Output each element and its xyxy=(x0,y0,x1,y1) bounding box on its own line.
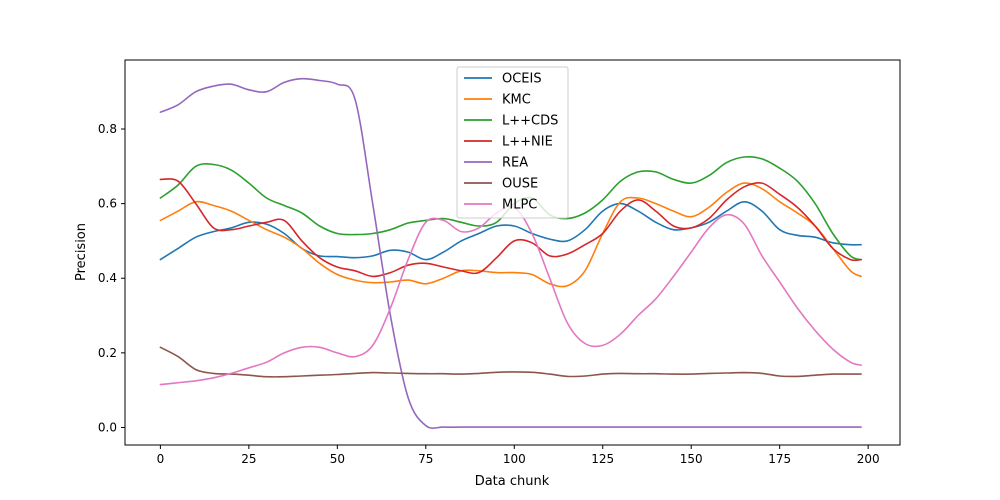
x-tick-label: 0 xyxy=(157,452,165,466)
x-tick-label: 100 xyxy=(503,452,526,466)
plot-frame xyxy=(124,59,901,446)
legend-label: L++CDS xyxy=(502,114,558,129)
series-line-mlpc xyxy=(159,205,862,386)
y-axis: 0.0 0.2 0.4 0.6 0.8 xyxy=(98,122,125,434)
y-tick-label: 0.0 xyxy=(98,420,117,434)
x-tick-label: 150 xyxy=(680,452,703,466)
x-tick-label: 200 xyxy=(857,452,880,466)
y-tick-label: 0.4 xyxy=(98,271,117,285)
y-tick-label: 0.8 xyxy=(98,122,117,136)
legend-label: L++NIE xyxy=(502,135,553,150)
legend-label: OCEIS xyxy=(502,72,542,87)
x-axis-label: Data chunk xyxy=(475,474,550,489)
series-line-rea xyxy=(159,77,862,429)
series-line-ouse xyxy=(159,346,862,378)
series-line-oceis xyxy=(159,201,862,261)
x-axis: 0 25 50 75 100 125 150 175 200 xyxy=(157,445,880,466)
series-line-l-nie xyxy=(159,178,862,278)
x-tick-label: 50 xyxy=(330,452,345,466)
y-axis-label: Precision xyxy=(74,223,89,281)
series-line-kmc xyxy=(159,182,862,288)
legend-label: KMC xyxy=(502,93,531,108)
legend-label: MLPC xyxy=(502,198,537,213)
x-tick-label: 75 xyxy=(418,452,433,466)
x-tick-label: 125 xyxy=(591,452,614,466)
y-tick-label: 0.6 xyxy=(98,197,117,211)
x-tick-label: 175 xyxy=(768,452,791,466)
x-tick-label: 25 xyxy=(241,452,256,466)
legend-label: OUSE xyxy=(502,177,538,192)
legend-label: REA xyxy=(502,156,528,171)
y-tick-label: 0.2 xyxy=(98,346,117,360)
legend-box xyxy=(456,66,569,219)
legend: OCEIS KMC L++CDS L++NIE REA OUSE MLPC xyxy=(456,66,569,219)
